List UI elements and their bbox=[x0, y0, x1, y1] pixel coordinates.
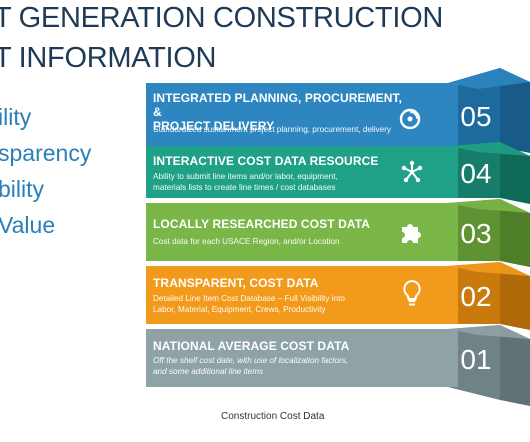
disc-icon bbox=[394, 103, 426, 135]
tier-column-top bbox=[448, 68, 530, 89]
tier-title: INTERACTIVE COST DATA RESOURCE bbox=[153, 154, 379, 168]
tier-description: Off the shelf cost date, with use of loc… bbox=[153, 356, 349, 376]
lightbulb-icon bbox=[396, 278, 428, 310]
title-line-2: T INFORMATION bbox=[0, 42, 217, 74]
tier-description: Standardized sustainment project plannin… bbox=[153, 125, 392, 134]
tier-bar-03: LOCALLY RESEARCHED COST DATA Cost data f… bbox=[146, 203, 458, 261]
tier-column-side bbox=[500, 262, 530, 330]
tier-column-front bbox=[448, 142, 500, 198]
tier-column-front bbox=[448, 325, 500, 400]
network-icon bbox=[396, 156, 428, 188]
tier-column-top bbox=[448, 262, 530, 276]
puzzle-icon bbox=[395, 216, 427, 248]
tier-number: 01 bbox=[460, 344, 491, 375]
tier-bar-02: TRANSPARENT, COST DATA Detailed Line Ite… bbox=[146, 266, 458, 324]
title-line-1: T GENERATION CONSTRUCTION bbox=[0, 2, 443, 34]
tier-column-top bbox=[448, 142, 530, 156]
side-item: bility bbox=[0, 176, 45, 202]
tier-title: LOCALLY RESEARCHED COST DATA bbox=[153, 217, 371, 231]
tier-description: Detailed Line Item Cost Database – Full … bbox=[153, 294, 345, 314]
tier-number: 05 bbox=[460, 101, 491, 132]
tier-bar-05: INTEGRATED PLANNING, PROCUREMENT, & PROJE… bbox=[146, 83, 458, 147]
tier-column-front bbox=[448, 199, 500, 261]
tier-column-side bbox=[500, 68, 530, 153]
tier-title: INTEGRATED PLANNING, PROCUREMENT, & PROJE… bbox=[153, 91, 403, 133]
tier-column-side bbox=[500, 142, 530, 204]
tier-bar-01: NATIONAL AVERAGE COST DATA Off the shelf… bbox=[146, 329, 458, 387]
tier-title: NATIONAL AVERAGE COST DATA bbox=[153, 339, 350, 353]
tier-column-side bbox=[500, 325, 530, 406]
side-item: Value bbox=[0, 212, 56, 238]
caption: Construction Cost Data bbox=[221, 411, 325, 422]
tier-number: 04 bbox=[460, 158, 491, 189]
tier-description: Ability to submit line items and/or labo… bbox=[153, 172, 338, 192]
side-item: ility bbox=[0, 104, 32, 130]
tier-column-front bbox=[448, 262, 500, 324]
tier-number: 03 bbox=[460, 218, 491, 249]
tier-description: Cost data for each USACE Region, and/or … bbox=[153, 237, 340, 246]
tier-column-top bbox=[448, 325, 530, 339]
tier-title: TRANSPARENT, COST DATA bbox=[153, 276, 319, 290]
tier-column-side bbox=[500, 199, 530, 267]
tier-column-top bbox=[448, 199, 530, 213]
side-item: sparency bbox=[0, 140, 92, 166]
tier-bar-04: INTERACTIVE COST DATA RESOURCE Ability t… bbox=[146, 146, 458, 198]
tier-number: 02 bbox=[460, 281, 491, 312]
